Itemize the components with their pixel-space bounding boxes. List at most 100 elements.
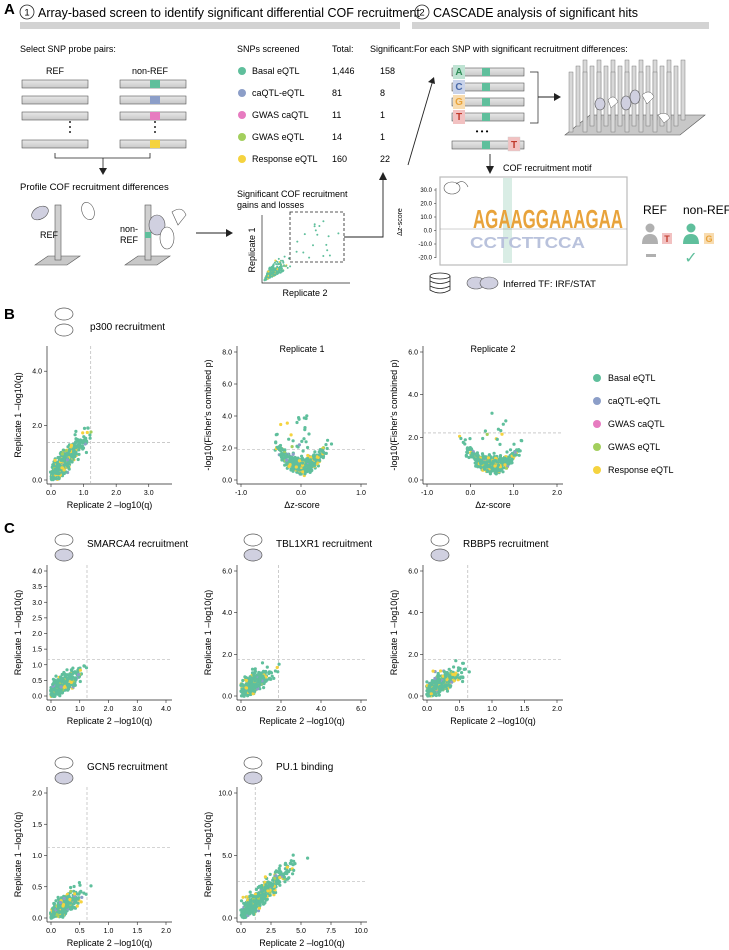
scatter-point bbox=[438, 686, 442, 690]
scatter-point bbox=[483, 429, 487, 433]
scatter-point bbox=[253, 679, 257, 683]
scatter-point bbox=[306, 465, 311, 469]
x-tick-label: -1.0 bbox=[235, 490, 247, 497]
scatter-point bbox=[256, 902, 260, 906]
scatter-point bbox=[287, 437, 291, 441]
scatter-point bbox=[505, 450, 509, 454]
scatter-point bbox=[308, 458, 312, 462]
scatter-point bbox=[50, 693, 54, 697]
y-tick-label: 8.0 bbox=[222, 350, 232, 357]
scatter-point bbox=[253, 669, 257, 674]
scatter-point bbox=[325, 446, 329, 451]
scatter-point bbox=[265, 886, 269, 890]
x-tick-label: 4.0 bbox=[161, 706, 171, 713]
table-row-dot bbox=[238, 67, 246, 75]
scatter-point bbox=[315, 455, 319, 459]
scatter-point bbox=[73, 452, 77, 456]
scatter-point bbox=[247, 680, 251, 684]
scatter-point bbox=[300, 439, 304, 443]
scatter-point bbox=[484, 462, 489, 466]
x-tick-label: 2.0 bbox=[552, 706, 562, 713]
mini-scatter-point bbox=[287, 257, 290, 260]
x-tick-label: 1.5 bbox=[132, 928, 142, 935]
scatter-point bbox=[84, 892, 88, 896]
scatter-point bbox=[245, 682, 249, 686]
scatter-point bbox=[274, 441, 278, 445]
x-axis-label: Replicate 2 –log10(q) bbox=[67, 500, 153, 510]
scatter-point bbox=[262, 686, 266, 690]
scatter-point bbox=[463, 667, 467, 671]
scatter-point bbox=[492, 451, 496, 455]
scatter-point bbox=[69, 672, 74, 677]
scatter-point bbox=[479, 462, 483, 466]
scatter-point bbox=[291, 469, 295, 473]
scatter-point bbox=[495, 460, 499, 464]
scatter-point bbox=[66, 445, 70, 449]
scatter-point bbox=[305, 414, 309, 418]
x-axis-label: Replicate 2 –log10(q) bbox=[450, 716, 536, 726]
scatter-point bbox=[485, 432, 489, 436]
mini-scatter-point bbox=[308, 256, 311, 259]
scatter-point bbox=[296, 456, 300, 460]
scatter-point bbox=[76, 901, 80, 905]
ref-allele: T bbox=[664, 234, 670, 244]
scatter-point bbox=[297, 443, 301, 447]
table-header-significant: Significant: bbox=[370, 44, 414, 54]
y-tick-label: 2.0 bbox=[32, 631, 42, 638]
y-tick-label: 0.0 bbox=[222, 916, 232, 923]
scatter-point bbox=[240, 913, 244, 918]
panel-b: B p300 recruitment 0.0 1.0 2.0 3.0 0.0 2.0 4.0… bbox=[4, 306, 674, 510]
scatter-point bbox=[449, 684, 453, 688]
scatter-point bbox=[54, 476, 58, 481]
panel-a-letter: A bbox=[4, 1, 15, 18]
scatter-point bbox=[452, 679, 456, 683]
table-row-dot bbox=[238, 111, 246, 119]
scatter-point bbox=[57, 477, 61, 481]
mini-scatter-point bbox=[318, 225, 321, 227]
y-tick-label: 0.0 bbox=[222, 694, 232, 701]
x-tick-label: 2.0 bbox=[104, 706, 114, 713]
scatter-point bbox=[312, 464, 316, 468]
scatter-point bbox=[84, 666, 89, 670]
step2-title: CASCADE analysis of significant hits bbox=[433, 6, 638, 20]
scatter-point bbox=[254, 908, 258, 913]
scatter-point bbox=[297, 468, 301, 472]
scatter-point bbox=[262, 894, 266, 898]
scatter-point bbox=[450, 680, 454, 684]
scatter-point bbox=[285, 458, 289, 462]
scatter-point bbox=[246, 902, 250, 906]
scatter-point bbox=[89, 430, 93, 434]
scatter-point bbox=[250, 671, 255, 675]
mini-scatter-point bbox=[278, 270, 281, 273]
scatter-point bbox=[79, 889, 83, 894]
scatter-point bbox=[504, 419, 508, 423]
scatter-point bbox=[63, 685, 67, 689]
scatter-point bbox=[71, 683, 75, 687]
scatter-point bbox=[500, 461, 504, 465]
mini-scatter-point bbox=[312, 244, 314, 247]
mini-scatter-point bbox=[313, 223, 316, 226]
step2-number: 2 bbox=[419, 8, 424, 19]
scatter-point bbox=[466, 448, 470, 452]
motif-dz-tick: 10.0 bbox=[420, 215, 432, 221]
scatter-point bbox=[59, 679, 63, 683]
scatter-point bbox=[313, 450, 317, 454]
legend-label: Response eQTL bbox=[608, 465, 674, 475]
scatter-point bbox=[292, 859, 296, 863]
scatter-point bbox=[268, 872, 272, 877]
scatter-point bbox=[68, 459, 72, 463]
scatter-point bbox=[241, 691, 245, 696]
scatter-point bbox=[312, 453, 316, 457]
table-row-name: Basal eQTL bbox=[252, 66, 300, 76]
y-tick-label: 2.0 bbox=[222, 652, 232, 659]
scatter-point bbox=[66, 465, 71, 469]
snp-table: SNPs screened Total: Significant: Basal … bbox=[237, 44, 414, 164]
profile-cartoon: REF non- REF bbox=[31, 201, 187, 266]
scatter-point bbox=[295, 420, 299, 425]
mini-scatter-point bbox=[328, 254, 331, 257]
mini-scatter-point bbox=[275, 269, 278, 272]
scatter-point bbox=[283, 862, 287, 867]
scatter-point bbox=[461, 679, 465, 684]
